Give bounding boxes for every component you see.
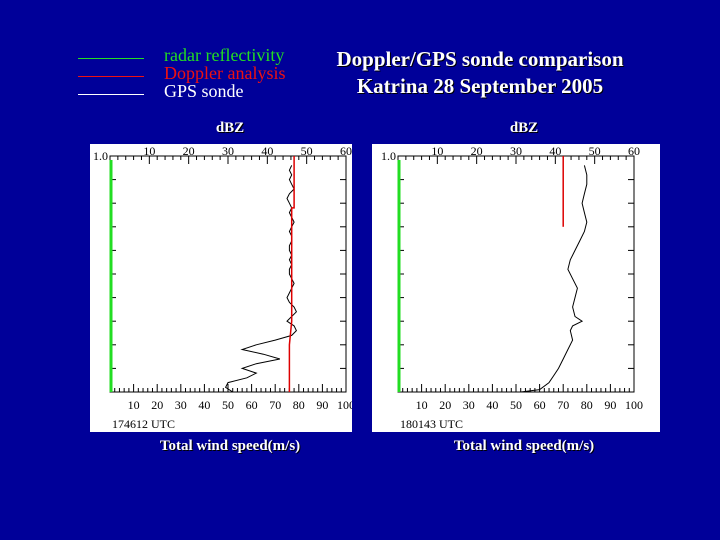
plot-frame — [397, 155, 635, 393]
top-tick-label: 30 — [222, 144, 234, 158]
bottom-tick-label: 40 — [198, 398, 210, 412]
bottom-tick-label: 90 — [316, 398, 328, 412]
panel-2-dbz-label: dBZ — [509, 120, 539, 136]
top-tick-label: 60 — [628, 144, 640, 158]
timestamp-label: 180143 UTC — [400, 417, 463, 431]
bottom-tick-label: 100 — [337, 398, 352, 412]
top-tick-label: 60 — [340, 144, 352, 158]
bottom-tick-label: 20 — [439, 398, 451, 412]
bottom-tick-label: 90 — [604, 398, 616, 412]
bottom-tick-label: 10 — [128, 398, 140, 412]
panel-1-xlabel: Total wind speed(m/s) — [159, 438, 301, 454]
legend-label-radar: radar reflectivity — [164, 45, 285, 65]
top-tick-label: 30 — [510, 144, 522, 158]
bottom-tick-label: 70 — [557, 398, 569, 412]
legend-row-sonde: GPS sonde — [78, 82, 318, 102]
bottom-tick-label: 100 — [625, 398, 643, 412]
legend-row-doppler: Doppler analysis — [78, 64, 318, 84]
top-tick-label: 40 — [261, 144, 273, 158]
timestamp-label: 174612 UTC — [112, 417, 175, 431]
bottom-tick-label: 40 — [486, 398, 498, 412]
slide-title: Doppler/GPS sonde comparison Katrina 28 … — [300, 46, 660, 100]
bottom-tick-label: 30 — [175, 398, 187, 412]
y-tick-label: 1.0 — [381, 149, 396, 163]
bottom-tick-label: 10 — [416, 398, 428, 412]
top-tick-label: 50 — [589, 144, 601, 158]
chart-panel-1: 10 20 30 40 50 60 70 80 90 100 10 20 30 40 50 60 1.0 1746… — [90, 144, 352, 432]
legend-line-doppler — [78, 76, 144, 77]
bottom-tick-label: 50 — [222, 398, 234, 412]
legend-label-sonde: GPS sonde — [164, 81, 244, 101]
bottom-tick-label: 80 — [293, 398, 305, 412]
gps-sonde-line — [224, 165, 298, 393]
bottom-tick-label: 60 — [534, 398, 546, 412]
bottom-tick-label: 60 — [246, 398, 258, 412]
plot-frame — [109, 155, 347, 393]
chart-svg-2: 10 20 30 40 50 60 70 80 90 100 10 20 30 40 50 60 1.0 1801… — [381, 144, 643, 431]
top-tick-label: 40 — [549, 144, 561, 158]
bottom-tick-label: 70 — [269, 398, 281, 412]
doppler-analysis-line — [288, 156, 295, 392]
legend: radar reflectivity Doppler analysis GPS … — [78, 46, 318, 102]
panel-1-dbz-label: dBZ — [215, 120, 245, 136]
title-line-1: Doppler/GPS sonde comparison — [336, 47, 624, 71]
legend-line-radar — [78, 58, 144, 59]
chart-panel-2: 10 20 30 40 50 60 70 80 90 100 10 20 30 40 50 60 1.0 1801… — [372, 144, 660, 432]
y-tick-label: 1.0 — [93, 149, 108, 163]
title-line-2: Katrina 28 September 2005 — [356, 74, 604, 98]
legend-line-sonde — [78, 94, 144, 95]
bottom-tick-label: 50 — [510, 398, 522, 412]
panel-2-xlabel: Total wind speed(m/s) — [453, 438, 595, 454]
top-tick-label: 10 — [431, 144, 443, 158]
gps-sonde-line — [520, 165, 588, 393]
legend-label-doppler: Doppler analysis — [164, 63, 286, 83]
top-tick-label: 50 — [301, 144, 313, 158]
top-tick-label: 20 — [183, 144, 195, 158]
bottom-tick-label: 20 — [151, 398, 163, 412]
bottom-tick-label: 80 — [581, 398, 593, 412]
top-tick-label: 20 — [471, 144, 483, 158]
top-tick-label: 10 — [143, 144, 155, 158]
bottom-tick-label: 30 — [463, 398, 475, 412]
legend-row-radar: radar reflectivity — [78, 46, 318, 66]
chart-svg-1: 10 20 30 40 50 60 70 80 90 100 10 20 30 40 50 60 1.0 1746… — [93, 144, 352, 431]
